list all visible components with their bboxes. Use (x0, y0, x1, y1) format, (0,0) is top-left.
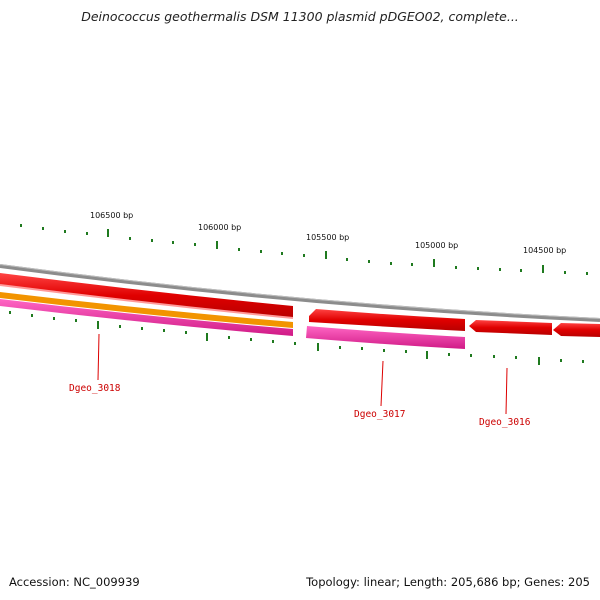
cds-right-partial[interactable] (553, 323, 600, 337)
inner-scale-ticks (9, 311, 584, 365)
leader-line-dgeo-3018 (97, 333, 100, 381)
map-title: Deinococcus geothermalis DSM 11300 plasm… (81, 9, 519, 24)
scale-label-104500: 104500 bp (523, 246, 566, 255)
scale-label-106500: 106500 bp (90, 211, 133, 220)
accession-text: Accession: NC_009939 (9, 575, 140, 589)
scale-label-105000: 105000 bp (415, 241, 458, 250)
magenta-feature-track-middle (306, 326, 465, 349)
scale-label-106000: 106000 bp (198, 223, 241, 232)
genome-summary-text: Topology: linear; Length: 205,686 bp; Ge… (306, 575, 590, 589)
gene-label-dgeo-3018[interactable]: Dgeo_3018 (69, 383, 121, 394)
leader-line-dgeo-3016 (505, 367, 508, 415)
leader-line-dgeo-3017 (380, 360, 384, 407)
cds-dgeo-3017[interactable] (309, 309, 465, 331)
magenta-feature-track-left (0, 299, 293, 336)
sequence-backbone (0, 264, 600, 322)
gene-label-dgeo-3017[interactable]: Dgeo_3017 (354, 409, 405, 420)
scale-label-105500: 105500 bp (306, 233, 349, 242)
orange-feature-track (0, 292, 293, 328)
cds-dgeo-3016[interactable] (469, 320, 552, 335)
outer-scale-ticks (20, 224, 588, 275)
cds-forward-left[interactable] (0, 273, 293, 318)
gene-label-dgeo-3016[interactable]: Dgeo_3016 (479, 417, 531, 428)
